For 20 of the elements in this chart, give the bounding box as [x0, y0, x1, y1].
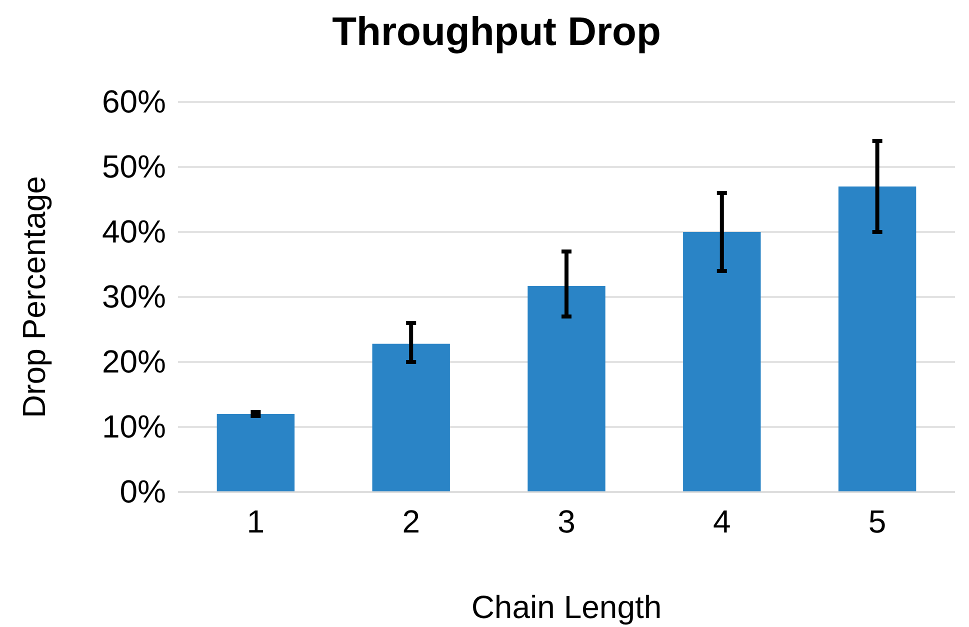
y-tick-label: 50%	[102, 148, 166, 184]
x-tick-label: 1	[246, 504, 265, 540]
bar	[683, 232, 761, 492]
y-tick-label: 30%	[102, 278, 166, 314]
bar	[838, 186, 916, 492]
y-tick-label: 20%	[102, 343, 166, 380]
y-tick-label: 10%	[102, 408, 166, 444]
x-tick-label: 3	[558, 504, 576, 540]
y-tick-label: 0%	[120, 473, 166, 510]
y-tick-label: 60%	[102, 83, 166, 120]
bar	[528, 286, 606, 492]
x-tick-label: 4	[713, 504, 731, 540]
y-axis-title: Drop Percentage	[16, 176, 52, 418]
chart-title: Throughput Drop	[332, 10, 661, 54]
bar	[372, 344, 450, 492]
x-tick-label: 2	[402, 504, 420, 540]
y-tick-label: 40%	[102, 213, 166, 250]
x-tick-label: 5	[868, 504, 886, 540]
bar	[216, 414, 295, 492]
x-axis-title: Chain Length	[471, 589, 662, 625]
